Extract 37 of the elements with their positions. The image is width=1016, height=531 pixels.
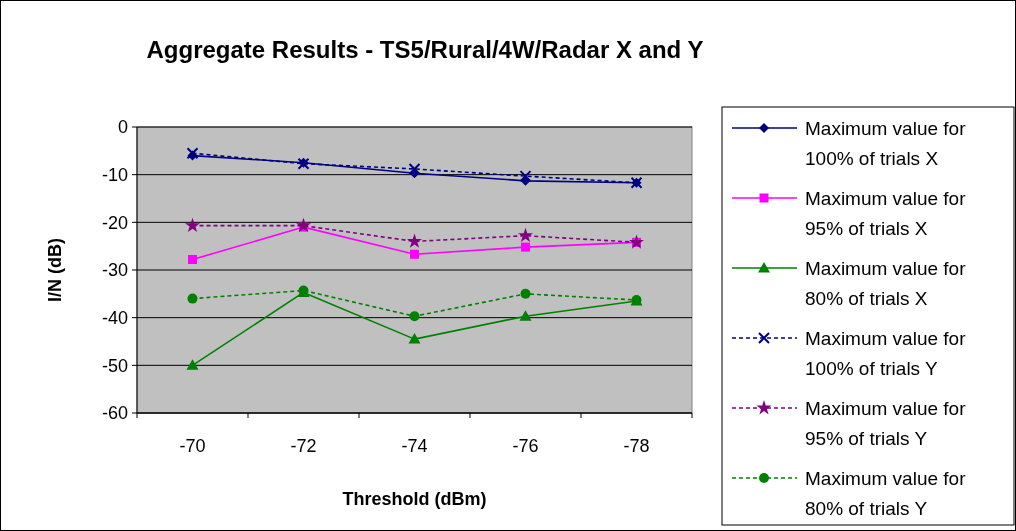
- point: [409, 311, 420, 322]
- y-tick-label: -20: [101, 212, 128, 233]
- point: [295, 217, 312, 233]
- point: [520, 288, 531, 299]
- legend-label: Maximum value for 95% of trials X: [805, 187, 967, 239]
- point: [410, 249, 419, 259]
- y-axis-title: I/N (dB): [45, 238, 65, 302]
- point: [521, 242, 530, 252]
- x-tick-label: -78: [623, 436, 650, 456]
- point: [408, 333, 421, 344]
- x-tick-label: -70: [179, 436, 206, 456]
- legend-label: Maximum value for 100% of trials Y: [805, 327, 967, 379]
- x-tick-label: -76: [512, 436, 539, 456]
- point: [186, 359, 199, 370]
- point: [517, 227, 534, 243]
- chart-title: Aggregate Results - TS5/Rural/4W/Radar X and Y: [146, 36, 704, 63]
- y-tick-label: -40: [101, 307, 128, 328]
- point: [184, 217, 201, 233]
- legend-label: Maximum value for 100% of trials X: [805, 117, 967, 169]
- legend-label: Maximum value for 95% of trials Y: [805, 397, 967, 449]
- x-tick-label: -72: [290, 436, 317, 456]
- y-tick-label: -30: [101, 260, 128, 281]
- y-tick-label: -60: [101, 403, 128, 424]
- point: [188, 255, 197, 265]
- legend-label: Maximum value for 80% of trials Y: [805, 467, 967, 519]
- y-tick-label: -50: [101, 355, 128, 376]
- point: [519, 310, 532, 321]
- point: [408, 162, 421, 175]
- point: [519, 170, 532, 183]
- point: [628, 234, 645, 249]
- legend-label: Maximum value for 80% of trials X: [805, 257, 967, 309]
- y-tick-label: -10: [101, 164, 128, 185]
- point: [187, 293, 198, 304]
- x-tick-label: -74: [401, 436, 428, 456]
- x-axis-title: Threshold (dBm): [342, 489, 487, 509]
- point: [406, 233, 423, 248]
- y-tick-label: 0: [117, 117, 128, 138]
